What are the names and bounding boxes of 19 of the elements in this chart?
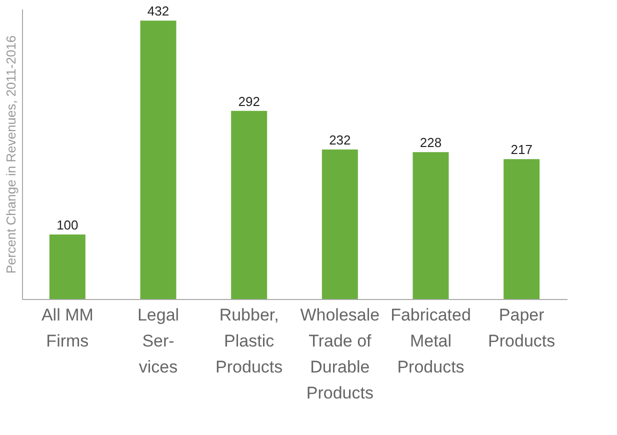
data-label: 228 xyxy=(420,135,442,150)
x-tick-label: Paper Products xyxy=(488,306,556,350)
bar xyxy=(140,20,176,299)
y-axis-title: Percent Change in Revenues, 2011-2016 xyxy=(4,35,18,274)
x-tick-label: Rubber, Plastic Products xyxy=(216,306,283,376)
x-tick-label: Fabricated Metal Products xyxy=(390,306,471,376)
bar xyxy=(231,110,268,299)
data-label: 232 xyxy=(329,132,351,148)
bar xyxy=(504,159,540,299)
x-tick-label: All MM Firms xyxy=(41,306,94,350)
data-label: 217 xyxy=(510,142,532,158)
data-label: 100 xyxy=(56,218,78,233)
bar xyxy=(322,149,358,299)
bar xyxy=(412,152,449,299)
x-tick-label: Wholesale Trade of Durable Products xyxy=(300,306,380,402)
x-tick-label: Legal Ser- vices xyxy=(137,306,180,376)
data-label: 292 xyxy=(238,94,260,109)
bar xyxy=(49,234,86,299)
data-label: 432 xyxy=(147,4,170,19)
